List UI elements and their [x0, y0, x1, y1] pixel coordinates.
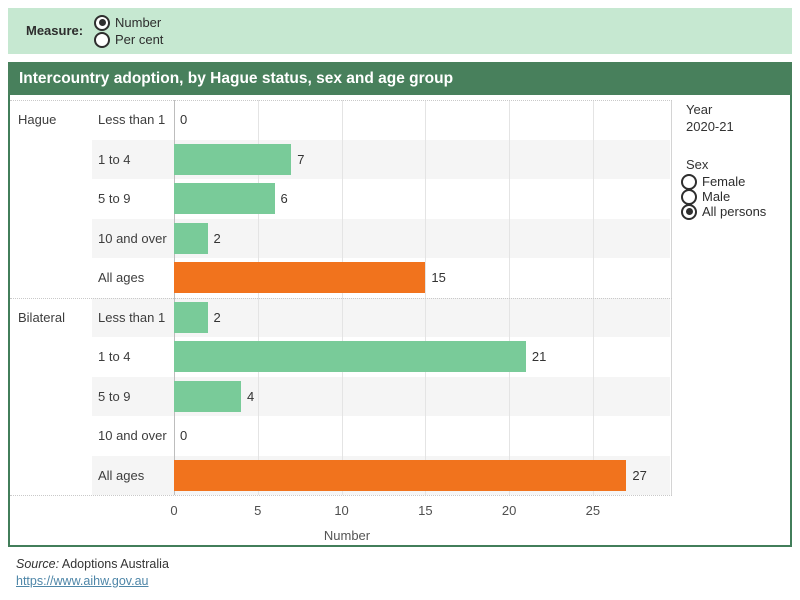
age-group-label: 5 to 9 — [98, 388, 131, 404]
age-group-label: 1 to 4 — [98, 151, 131, 167]
bar-value-label: 27 — [632, 467, 647, 483]
bar-chart: Hague Less than 1 0 1 to 4 7 5 to 9 6 10 and ov… — [10, 95, 790, 545]
sex-option-male[interactable]: Male — [681, 188, 766, 205]
page-title: Intercountry adoption, by Hague status, … — [19, 70, 454, 87]
x-axis-title: Number — [323, 528, 371, 543]
age-group-label: All ages — [98, 467, 145, 483]
x-axis-tick-label: 20 — [501, 503, 517, 518]
radio-option-label: Female — [702, 174, 746, 189]
radio-icon — [94, 14, 110, 31]
x-axis-tick-label: 0 — [170, 503, 178, 518]
sex-radio-group: Female Male All persons — [681, 173, 767, 220]
radio-option-label: Per cent — [115, 32, 164, 47]
bar-hague-5-to-9[interactable] — [174, 183, 275, 214]
age-group-label: 10 and over — [98, 230, 167, 246]
pane-border-dotted — [10, 297, 672, 299]
title-bar: Intercountry adoption, by Hague status, … — [8, 62, 792, 95]
bar-value-label: 2 — [213, 309, 221, 325]
bar-hague-10-and-over[interactable] — [174, 222, 208, 254]
radio-icon — [681, 188, 697, 205]
bar-value-label: 15 — [431, 270, 446, 285]
bar-value-label: 21 — [531, 349, 547, 364]
sex-option-female[interactable]: Female — [681, 173, 766, 190]
sex-option-all-persons[interactable]: All persons — [681, 203, 767, 220]
bar-value-label: 0 — [180, 112, 188, 127]
radio-icon — [681, 203, 697, 220]
age-group-label: Less than 1 — [98, 309, 166, 325]
radio-icon — [681, 173, 697, 190]
bar-hague-all-ages[interactable] — [174, 262, 426, 293]
chart-panel: Hague Less than 1 0 1 to 4 7 5 to 9 6 10 and ov… — [8, 95, 792, 547]
age-group-label: All ages — [98, 270, 145, 285]
x-axis-tick-label: 10 — [334, 503, 349, 518]
pane-border-dotted — [10, 495, 672, 496]
year-value-dropdown[interactable]: 2020-21 — [686, 119, 734, 134]
group-label-hague: Hague — [18, 112, 57, 127]
bar-bilateral-1-to-4[interactable] — [174, 341, 526, 372]
measure-label: Measure: — [26, 23, 84, 38]
bar-value-label: 4 — [247, 388, 255, 404]
group-label-bilateral: Bilateral — [18, 309, 65, 325]
radio-selected-dot — [685, 208, 693, 215]
bar-bilateral-less-than-1[interactable] — [174, 301, 208, 333]
bar-value-label: 7 — [297, 151, 305, 167]
source-name: Adoptions Australia — [59, 557, 169, 571]
radio-option-label: All persons — [702, 204, 767, 219]
x-axis-tick-label: 5 — [254, 503, 262, 518]
pane-border-dotted — [10, 100, 672, 101]
measure-option-per-cent[interactable]: Per cent — [94, 31, 163, 48]
radio-selected-dot — [98, 19, 106, 26]
age-group-label: 1 to 4 — [98, 349, 131, 364]
age-group-label: 5 to 9 — [98, 191, 131, 206]
measure-bar: Measure: Number Per cent — [8, 8, 792, 54]
x-axis-tick-label: 15 — [418, 503, 433, 518]
measure-option-number[interactable]: Number — [94, 14, 163, 31]
bar-hague-1-to-4[interactable] — [174, 143, 292, 175]
radio-option-label: Male — [702, 189, 731, 204]
measure-radio-group: Number Per cent — [94, 14, 163, 48]
bar-bilateral-5-to-9[interactable] — [174, 380, 242, 412]
year-label: Year — [686, 102, 713, 117]
bar-value-label: 2 — [213, 230, 221, 246]
x-axis-tick-label: 25 — [585, 503, 601, 518]
source-prefix: Source: — [16, 557, 60, 571]
age-group-label: 10 and over — [98, 428, 167, 443]
radio-icon — [94, 31, 110, 48]
age-group-label: Less than 1 — [98, 112, 166, 127]
sex-label: Sex — [686, 157, 709, 172]
bar-value-label: 0 — [180, 428, 188, 443]
radio-option-label: Number — [115, 15, 162, 30]
bar-bilateral-all-ages[interactable] — [174, 459, 627, 491]
source-text: Source: Adoptions Australia — [16, 557, 169, 571]
source-link[interactable]: https://www.aihw.gov.au — [16, 574, 149, 588]
bar-value-label: 6 — [280, 191, 288, 206]
